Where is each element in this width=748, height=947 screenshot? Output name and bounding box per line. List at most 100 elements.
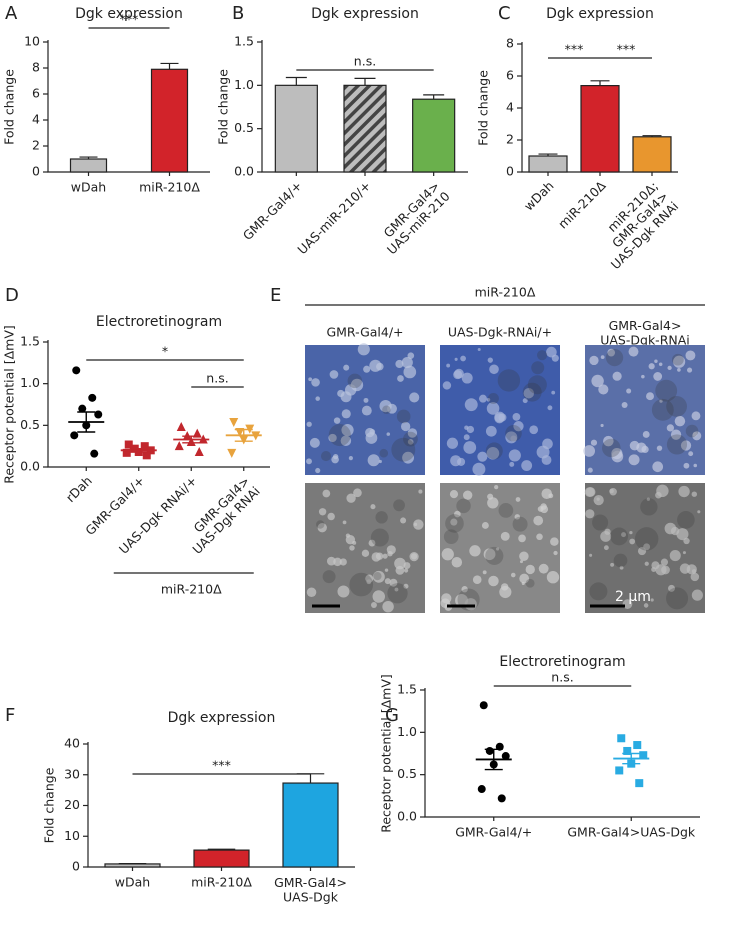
column-label: GMR-Gal4> UAS-Dgk-RNAi <box>600 318 690 347</box>
texture <box>636 442 647 453</box>
texture <box>318 508 327 516</box>
texture <box>651 398 674 421</box>
bar <box>282 782 339 868</box>
texture <box>494 485 499 490</box>
significance-label: n.s. <box>551 670 573 685</box>
error-bar <box>423 94 445 100</box>
texture <box>407 428 418 438</box>
texture <box>678 485 690 498</box>
texture <box>485 442 503 460</box>
texture <box>450 518 458 526</box>
texture <box>403 365 417 379</box>
texture <box>341 423 354 437</box>
texture <box>629 538 636 545</box>
texture <box>666 424 675 432</box>
point <box>479 701 488 710</box>
texture <box>527 375 547 395</box>
y-axis-label: Fold change <box>42 767 57 843</box>
texture <box>610 527 629 546</box>
texture <box>320 451 332 462</box>
texture <box>389 578 398 587</box>
texture <box>340 435 352 447</box>
texture <box>441 548 454 561</box>
texture <box>369 429 376 435</box>
texture <box>384 568 389 572</box>
texture <box>685 424 699 438</box>
group-label: miR-210Δ <box>475 285 536 300</box>
texture <box>540 505 549 514</box>
texture <box>400 517 407 524</box>
point <box>633 741 642 750</box>
y-axis-label: Receptor potential [ΔmV] <box>379 674 394 833</box>
point <box>124 440 133 449</box>
texture <box>409 552 419 562</box>
texture <box>316 520 325 529</box>
texture <box>651 561 660 570</box>
texture <box>487 493 494 500</box>
texture <box>499 585 512 599</box>
texture <box>589 553 593 557</box>
y-tick-label: 0.5 <box>234 120 254 135</box>
texture <box>629 530 633 535</box>
point <box>142 451 151 460</box>
texture <box>589 355 599 366</box>
bar <box>104 863 161 868</box>
texture <box>628 346 639 357</box>
texture <box>449 490 459 499</box>
point <box>229 418 239 427</box>
texture <box>382 405 391 415</box>
texture <box>612 371 622 381</box>
point <box>122 448 131 457</box>
micrograph <box>305 483 425 613</box>
texture <box>658 362 663 367</box>
texture <box>646 392 654 401</box>
texture <box>607 348 616 357</box>
error-bar <box>160 62 179 70</box>
texture <box>515 497 521 502</box>
texture <box>382 600 394 613</box>
sem-bar <box>129 447 148 453</box>
texture <box>343 364 350 371</box>
texture <box>519 573 530 584</box>
texture <box>522 382 542 402</box>
texture <box>655 491 662 499</box>
texture <box>322 489 331 498</box>
y-tick-label: 0 <box>32 164 40 179</box>
texture <box>394 557 406 570</box>
point <box>192 428 202 438</box>
bar <box>150 68 189 173</box>
sem-bar <box>77 411 96 433</box>
texture <box>326 556 336 566</box>
axis-line <box>47 340 270 468</box>
texture <box>443 529 459 545</box>
sem-bar <box>234 428 253 442</box>
texture <box>309 437 320 448</box>
texture <box>683 537 690 545</box>
significance-label: *** <box>212 758 231 773</box>
x-tick-label: rDah <box>63 473 95 505</box>
y-tick-label: 1.0 <box>397 724 417 739</box>
x-tick-label: UAS-miR-210/+ <box>294 178 373 257</box>
texture <box>463 434 470 441</box>
group-label: miR-210Δ <box>161 582 222 597</box>
texture <box>445 514 464 533</box>
error-bar <box>285 76 307 86</box>
texture <box>349 545 355 551</box>
texture <box>509 461 515 467</box>
bar <box>412 98 456 173</box>
label-line: GMR-Gal4> <box>274 875 347 890</box>
texture <box>403 568 409 573</box>
point <box>90 449 99 458</box>
texture <box>668 584 676 592</box>
texture <box>454 357 458 361</box>
texture <box>666 587 689 610</box>
texture <box>396 409 411 424</box>
texture <box>673 355 686 368</box>
texture <box>529 425 539 435</box>
texture <box>692 431 702 441</box>
texture <box>375 511 388 524</box>
texture <box>628 454 640 466</box>
texture <box>533 515 544 526</box>
texture <box>691 589 703 601</box>
